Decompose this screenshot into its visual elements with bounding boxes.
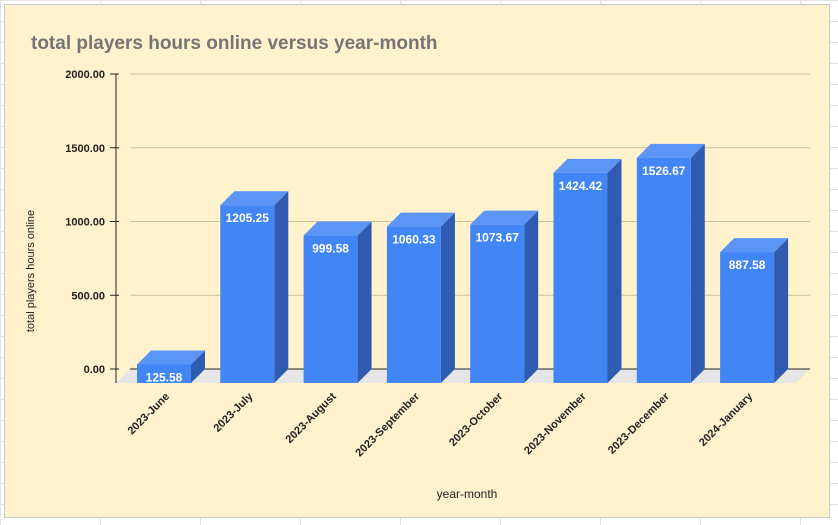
data-label: 1424.42 bbox=[559, 179, 603, 193]
bar bbox=[303, 235, 358, 383]
x-tick-label: 2023-November bbox=[522, 390, 589, 457]
bar bbox=[220, 205, 275, 383]
bar-side bbox=[774, 238, 789, 383]
bar-side bbox=[607, 158, 622, 383]
bar-top bbox=[720, 238, 789, 253]
bar-top bbox=[303, 221, 372, 236]
bar-side bbox=[690, 143, 705, 383]
x-tick-label: 2023-October bbox=[447, 390, 506, 449]
chart-title: total players hours online versus year-m… bbox=[31, 33, 438, 54]
x-axis-title: year-month bbox=[436, 487, 498, 501]
data-label: 1073.67 bbox=[476, 231, 520, 245]
bar-top bbox=[386, 212, 455, 227]
bar-side bbox=[357, 221, 372, 383]
x-tick-label: 2023-September bbox=[353, 390, 422, 459]
x-tick-label: 2023-December bbox=[606, 390, 673, 457]
data-label: 887.58 bbox=[729, 258, 766, 272]
y-tick-label: 1000.00 bbox=[65, 217, 105, 229]
bar-top bbox=[137, 350, 205, 365]
y-tick-label: 0.00 bbox=[84, 364, 105, 376]
data-label: 1526.67 bbox=[642, 164, 686, 178]
y-tick-label: 1500.00 bbox=[65, 143, 105, 155]
x-tick-label: 2024-January bbox=[697, 390, 756, 449]
bar-top bbox=[553, 158, 622, 173]
x-tick-label: 2023-July bbox=[211, 390, 256, 435]
bar-side bbox=[191, 350, 205, 383]
bar bbox=[386, 226, 441, 383]
x-tick-label: 2023-June bbox=[126, 391, 173, 438]
bar-side bbox=[274, 191, 289, 383]
bar bbox=[137, 364, 191, 383]
bar-side bbox=[524, 210, 539, 383]
data-label: 1205.25 bbox=[226, 211, 270, 225]
bar-top bbox=[470, 210, 539, 225]
y-tick-label: 500.00 bbox=[71, 290, 105, 302]
bar-top bbox=[636, 143, 705, 158]
data-label: 125.58 bbox=[146, 370, 183, 384]
y-tick-label: 2000.00 bbox=[65, 69, 105, 81]
data-label: 999.58 bbox=[312, 242, 349, 256]
x-tick-label: 2023-August bbox=[284, 390, 339, 445]
bar-side bbox=[440, 212, 455, 383]
plot-floor bbox=[116, 369, 810, 383]
data-label: 1060.33 bbox=[392, 233, 436, 247]
bar bbox=[470, 224, 525, 383]
bar-top bbox=[220, 191, 289, 206]
bar bbox=[553, 172, 608, 383]
bar bbox=[720, 252, 775, 383]
bar bbox=[636, 157, 691, 383]
